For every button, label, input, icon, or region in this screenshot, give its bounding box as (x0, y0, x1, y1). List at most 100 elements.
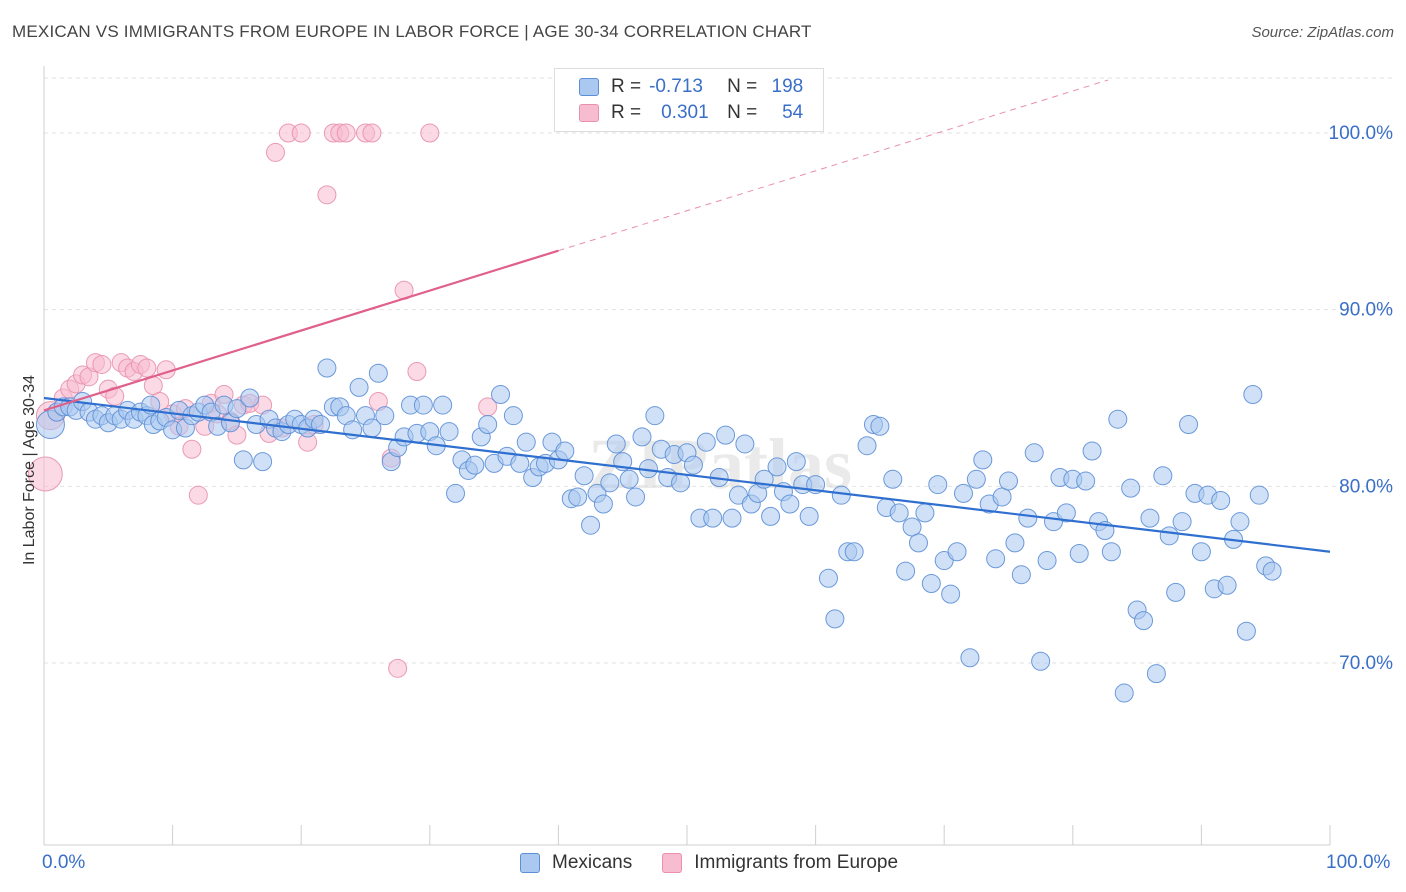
mexicans-point (317, 358, 337, 378)
mexicans-point (433, 395, 453, 415)
mexicans-point (857, 436, 877, 456)
mexicans-point (1018, 508, 1038, 528)
mexicans-point (478, 415, 498, 435)
mexicans-point (1037, 551, 1057, 571)
pink-swatch (662, 853, 683, 873)
mexicans-point (1191, 542, 1211, 562)
mexicans-point (716, 425, 736, 445)
immigrants-point (388, 658, 408, 678)
mexicans-point (960, 648, 980, 668)
mexicans-point (555, 441, 575, 461)
mexicans-point (1166, 582, 1186, 602)
legend-item-immigrants-from-europe: Immigrants from Europe (662, 852, 898, 874)
mexicans-point (1121, 478, 1141, 498)
mexicans-point (722, 508, 742, 528)
mexicans-point (516, 432, 536, 452)
mexicans-point (683, 455, 703, 475)
r-value: -0.713 (649, 76, 703, 97)
pink-swatch (579, 104, 599, 122)
mexicans-point (465, 455, 485, 475)
mexicans-point (966, 469, 986, 489)
mexicans-point (761, 506, 781, 526)
mexicans-point (1262, 561, 1282, 581)
immigrants-point (182, 439, 202, 459)
stats-legend: R = -0.713 N = 198 R = 0.301 N = 54 (554, 68, 824, 132)
mexicans-point (973, 450, 993, 470)
n-label: N = (727, 102, 758, 123)
mexicans-point (921, 574, 941, 594)
mexicans-point (896, 561, 916, 581)
mexicans-point (1249, 485, 1269, 505)
mexicans-point (953, 483, 973, 503)
stats-row-mexicans: R = -0.713 N = 198 (579, 75, 803, 99)
mexicans-point (986, 549, 1006, 569)
mexicans-points (35, 358, 1282, 703)
immigrants-from-europe-points (27, 123, 498, 678)
mexicans-point (310, 415, 330, 435)
mexicans-point (902, 517, 922, 537)
mexicans-point (735, 434, 755, 454)
mexicans-point (883, 469, 903, 489)
trend-lines (43, 79, 1331, 553)
x-tick-label-max: 100.0% (1326, 852, 1391, 873)
mexicans-point (1243, 384, 1263, 404)
immigrants-point (27, 456, 63, 492)
mexicans-point (780, 494, 800, 514)
mexicans-point (253, 452, 273, 472)
mexicans-point (1172, 512, 1192, 532)
immigrants-point (92, 354, 112, 374)
mexicans-point (831, 485, 851, 505)
y-axis-label: In Labor Force | Age 30-34 (21, 374, 38, 566)
mexicans-point (368, 363, 388, 383)
series-legend: Mexicans Immigrants from Europe (520, 852, 928, 874)
immigrants-point (362, 123, 382, 143)
mexicans-point (439, 422, 459, 442)
immigrants-point (407, 362, 427, 382)
axes (43, 66, 1331, 846)
immigrants-point (105, 386, 125, 406)
mexicans-point (1082, 441, 1102, 461)
mexicans-point (1069, 543, 1089, 563)
mexicans-point (671, 473, 691, 493)
mexicans-point (1179, 415, 1199, 435)
immigrants-point (317, 185, 337, 205)
mexicans-point (510, 453, 530, 473)
mexicans-point (703, 508, 723, 528)
mexicans-point (1114, 683, 1134, 703)
y-tick-label: 90.0% (1339, 300, 1393, 321)
mexicans-point (1011, 565, 1031, 585)
y-tick-label: 100.0% (1329, 123, 1394, 144)
mexicans-point (1056, 503, 1076, 523)
mexicans-point (568, 487, 588, 507)
n-value: 54 (782, 102, 804, 123)
stats-row-immigrants: R = 0.301 N = 54 (579, 101, 803, 125)
n-label: N = (727, 76, 758, 97)
mexicans-point (870, 416, 890, 436)
y-tick-labels: 70.0% 80.0% 90.0% 100.0% (1329, 123, 1394, 674)
mexicans-point (1236, 621, 1256, 641)
mexicans-point (1211, 490, 1231, 510)
mexicans-point (581, 515, 601, 535)
mexicans-point (606, 434, 626, 454)
immigrants-point (336, 123, 356, 143)
mexicans-point (947, 542, 967, 562)
mexicans-point (1230, 512, 1250, 532)
mexicans-point (645, 406, 665, 426)
mexicans-point (1101, 542, 1121, 562)
immigrants-point (188, 485, 208, 505)
mexicans-point (908, 533, 928, 553)
mexicans-point (825, 609, 845, 629)
mexicans-point (574, 466, 594, 486)
mexicans-point (818, 568, 838, 588)
x-tick-label-min: 0.0% (42, 852, 86, 873)
legend-label: Mexicans (552, 852, 633, 873)
grid (44, 77, 1392, 664)
blue-swatch (520, 853, 540, 873)
mexicans-point (227, 399, 247, 419)
n-value: 198 (771, 76, 804, 97)
mexicans-point (619, 469, 639, 489)
mexicans-trend-line (43, 396, 1331, 553)
mexicans-point (1159, 526, 1179, 546)
source-credit: Source: ZipAtlas.com (1251, 24, 1394, 41)
immigrants-point (137, 358, 157, 378)
